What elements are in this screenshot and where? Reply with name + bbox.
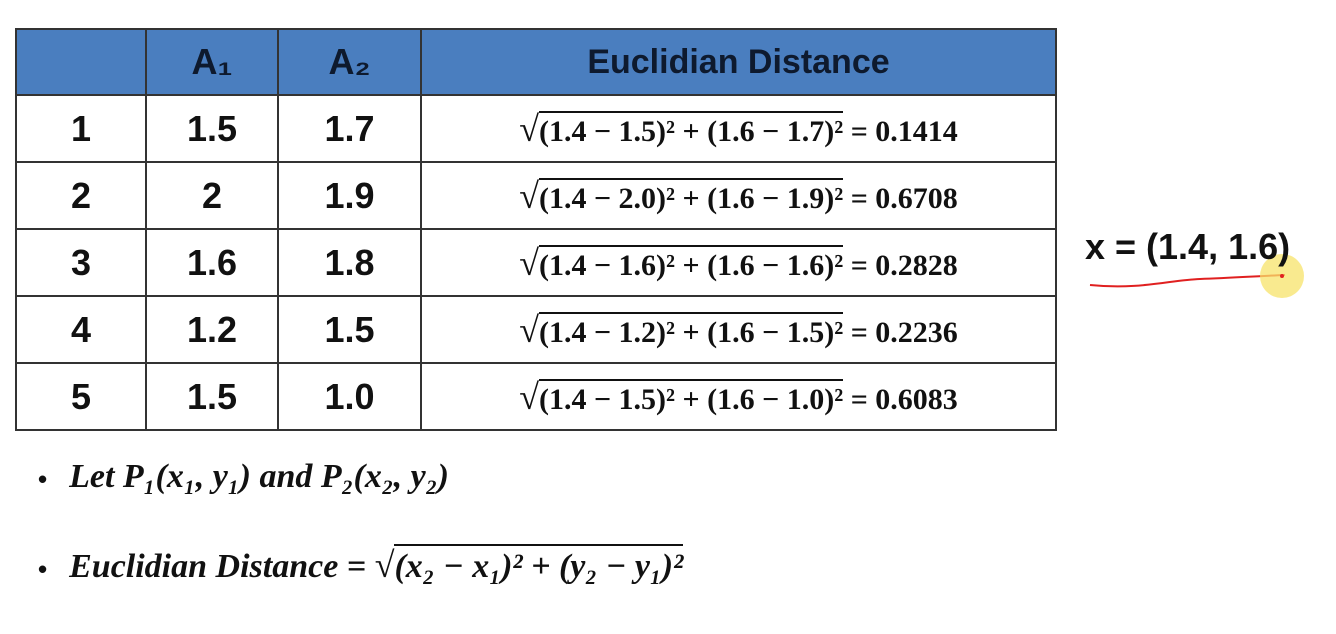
bullet-dot: • bbox=[38, 463, 48, 494]
header-row: A₁ A₂ Euclidian Distance bbox=[15, 28, 1057, 96]
radicand: (x₂ − x₁)² + (y₂ − y₁)² bbox=[394, 544, 684, 585]
bullet: • Let P₁(x₁, y₁) and P₂(x₂, y₂) bbox=[38, 458, 449, 496]
table-row: 2 2 1.9 √(1.4 − 2.0)² + (1.6 − 1.9)² = 0.67… bbox=[15, 161, 1057, 230]
formula: √(1.4 − 1.6)² + (1.6 − 1.6)² = 0.2828 bbox=[519, 243, 958, 283]
bullet-dot: • bbox=[38, 553, 48, 584]
row-id: 5 bbox=[15, 362, 147, 431]
a2-cell: 1.8 bbox=[277, 228, 422, 297]
radicand: (1.4 − 1.6)² + (1.6 − 1.6)² bbox=[538, 244, 844, 282]
a1-cell: 1.6 bbox=[145, 228, 279, 297]
table-row: 3 1.6 1.8 √(1.4 − 1.6)² + (1.6 − 1.6)² = 0.… bbox=[15, 228, 1057, 297]
bullet: • Euclidian Distance = √(x₂ − x₁)² + (y₂ … bbox=[38, 544, 684, 586]
result: = 0.1414 bbox=[850, 114, 958, 148]
formula: √(1.4 − 2.0)² + (1.6 − 1.9)² = 0.6708 bbox=[519, 176, 958, 216]
row-id: 1 bbox=[15, 94, 147, 163]
distance-cell: √(1.4 − 1.6)² + (1.6 − 1.6)² = 0.2828 bbox=[420, 228, 1057, 297]
result: = 0.2236 bbox=[850, 315, 958, 349]
radical: √ bbox=[519, 242, 539, 283]
a2-cell: 1.0 bbox=[277, 362, 422, 431]
header-cell bbox=[15, 28, 147, 96]
a1-cell: 1.2 bbox=[145, 295, 279, 364]
radicand: (1.4 − 1.2)² + (1.6 − 1.5)² bbox=[538, 311, 844, 349]
distance-cell: √(1.4 − 1.2)² + (1.6 − 1.5)² = 0.2236 bbox=[420, 295, 1057, 364]
table-row: 1 1.5 1.7 √(1.4 − 1.5)² + (1.6 − 1.7)² = 0.… bbox=[15, 94, 1057, 163]
row-id: 4 bbox=[15, 295, 147, 364]
radical: √ bbox=[374, 545, 395, 585]
distance-cell: √(1.4 − 2.0)² + (1.6 − 1.9)² = 0.6708 bbox=[420, 161, 1057, 230]
radicand: (1.4 − 2.0)² + (1.6 − 1.9)² bbox=[538, 177, 844, 215]
header-cell: A₁ bbox=[145, 28, 279, 96]
distance-cell: √(1.4 − 1.5)² + (1.6 − 1.0)² = 0.6083 bbox=[420, 362, 1057, 431]
annotation: x = (1.4, 1.6) bbox=[1085, 226, 1291, 267]
result: = 0.6083 bbox=[850, 382, 958, 416]
result: = 0.2828 bbox=[850, 248, 958, 282]
a2-cell: 1.9 bbox=[277, 161, 422, 230]
distance-table: A₁ A₂ Euclidian Distance 1 1.5 1.7 √(1.4 − … bbox=[15, 28, 1057, 431]
underline bbox=[1089, 274, 1286, 288]
header-cell: A₂ bbox=[277, 28, 422, 96]
a1-cell: 1.5 bbox=[145, 94, 279, 163]
radical: √ bbox=[519, 376, 539, 417]
bullet-text: Let P₁(x₁, y₁) and P₂(x₂, y₂) bbox=[69, 458, 449, 495]
result: = 0.6708 bbox=[850, 181, 958, 215]
a1-cell: 2 bbox=[145, 161, 279, 230]
header-cell: Euclidian Distance bbox=[420, 28, 1057, 96]
table-body: 1 1.5 1.7 √(1.4 − 1.5)² + (1.6 − 1.7)² = 0.… bbox=[15, 94, 1057, 431]
a2-cell: 1.7 bbox=[277, 94, 422, 163]
radicand: (1.4 − 1.5)² + (1.6 − 1.0)² bbox=[538, 378, 844, 416]
formula: √(1.4 − 1.5)² + (1.6 − 1.7)² = 0.1414 bbox=[519, 109, 958, 149]
formula: √(1.4 − 1.2)² + (1.6 − 1.5)² = 0.2236 bbox=[519, 310, 958, 350]
cursor-dot bbox=[1280, 274, 1284, 278]
a2-cell: 1.5 bbox=[277, 295, 422, 364]
table-row: 5 1.5 1.0 √(1.4 − 1.5)² + (1.6 − 1.0)² = 0.… bbox=[15, 362, 1057, 431]
radical: √ bbox=[519, 175, 539, 216]
radical: √ bbox=[519, 309, 539, 350]
row-id: 3 bbox=[15, 228, 147, 297]
radicand: (1.4 − 1.5)² + (1.6 − 1.7)² bbox=[538, 110, 844, 148]
a1-cell: 1.5 bbox=[145, 362, 279, 431]
row-id: 2 bbox=[15, 161, 147, 230]
bullet-text: Euclidian Distance = bbox=[69, 548, 367, 585]
distance-cell: √(1.4 − 1.5)² + (1.6 − 1.7)² = 0.1414 bbox=[420, 94, 1057, 163]
table-row: 4 1.2 1.5 √(1.4 − 1.2)² + (1.6 − 1.5)² = 0.… bbox=[15, 295, 1057, 364]
formula: √(1.4 − 1.5)² + (1.6 − 1.0)² = 0.6083 bbox=[519, 377, 958, 417]
radical: √ bbox=[519, 108, 539, 149]
